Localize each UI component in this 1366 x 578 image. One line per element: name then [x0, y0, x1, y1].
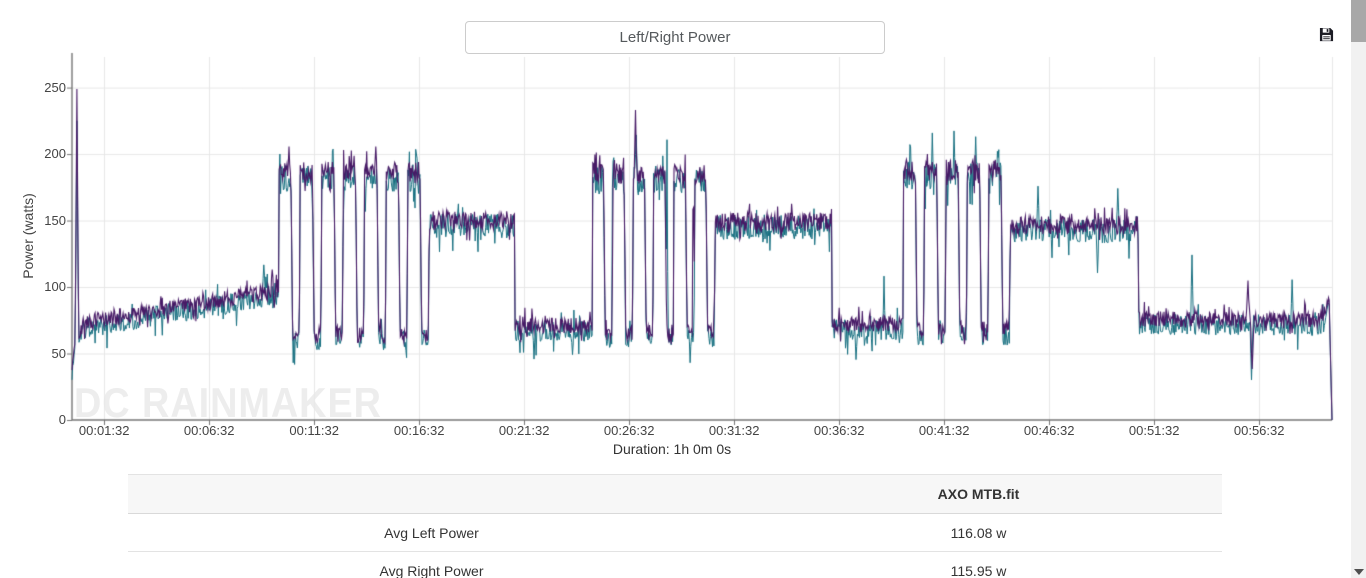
scroll-down-arrow-icon[interactable] — [1354, 569, 1364, 575]
x-tick-label: 00:51:32 — [1128, 423, 1180, 438]
x-axis-title: Duration: 1h 0m 0s — [612, 441, 732, 457]
table-row: Avg Left Power 116.08 w — [128, 514, 1222, 552]
x-tick-label: 00:41:32 — [918, 423, 970, 438]
metric-value: 115.95 w — [950, 562, 1007, 578]
y-tick-label: 50 — [51, 345, 66, 361]
scrollbar-thumb[interactable] — [1351, 0, 1366, 42]
summary-table: AXO MTB.fit Avg Left Power 116.08 w Avg … — [128, 474, 1222, 578]
scrollbar-track[interactable] — [1351, 0, 1366, 578]
x-tick-label: 00:56:32 — [1233, 423, 1285, 438]
table-header-row: AXO MTB.fit — [128, 474, 1222, 514]
x-tick-label: 00:36:32 — [813, 423, 865, 438]
x-tick-label: 00:01:32 — [78, 423, 130, 438]
x-tick-label: 00:11:32 — [289, 423, 339, 438]
x-tick-label: 00:21:32 — [498, 423, 550, 438]
metric-value: 116.08 w — [950, 524, 1007, 541]
y-tick-label: 200 — [44, 146, 66, 162]
metric-label: Avg Right Power — [379, 562, 484, 578]
power-chart-canvas[interactable] — [0, 0, 1346, 470]
table-row: Avg Right Power 115.95 w — [128, 552, 1222, 578]
metric-label: Avg Left Power — [384, 524, 479, 541]
y-tick-label: 0 — [58, 412, 66, 427]
y-tick-label: 150 — [44, 212, 66, 228]
x-tick-label: 00:26:32 — [603, 423, 655, 438]
x-tick-label: 00:16:32 — [393, 423, 445, 438]
x-tick-label: 00:31:32 — [708, 423, 760, 438]
x-tick-label: 00:46:32 — [1023, 423, 1075, 438]
y-tick-label: 100 — [44, 279, 66, 295]
x-tick-label: 00:06:32 — [183, 423, 235, 438]
file-name-header: AXO MTB.fit — [937, 486, 1020, 502]
y-tick-label: 250 — [44, 79, 66, 95]
